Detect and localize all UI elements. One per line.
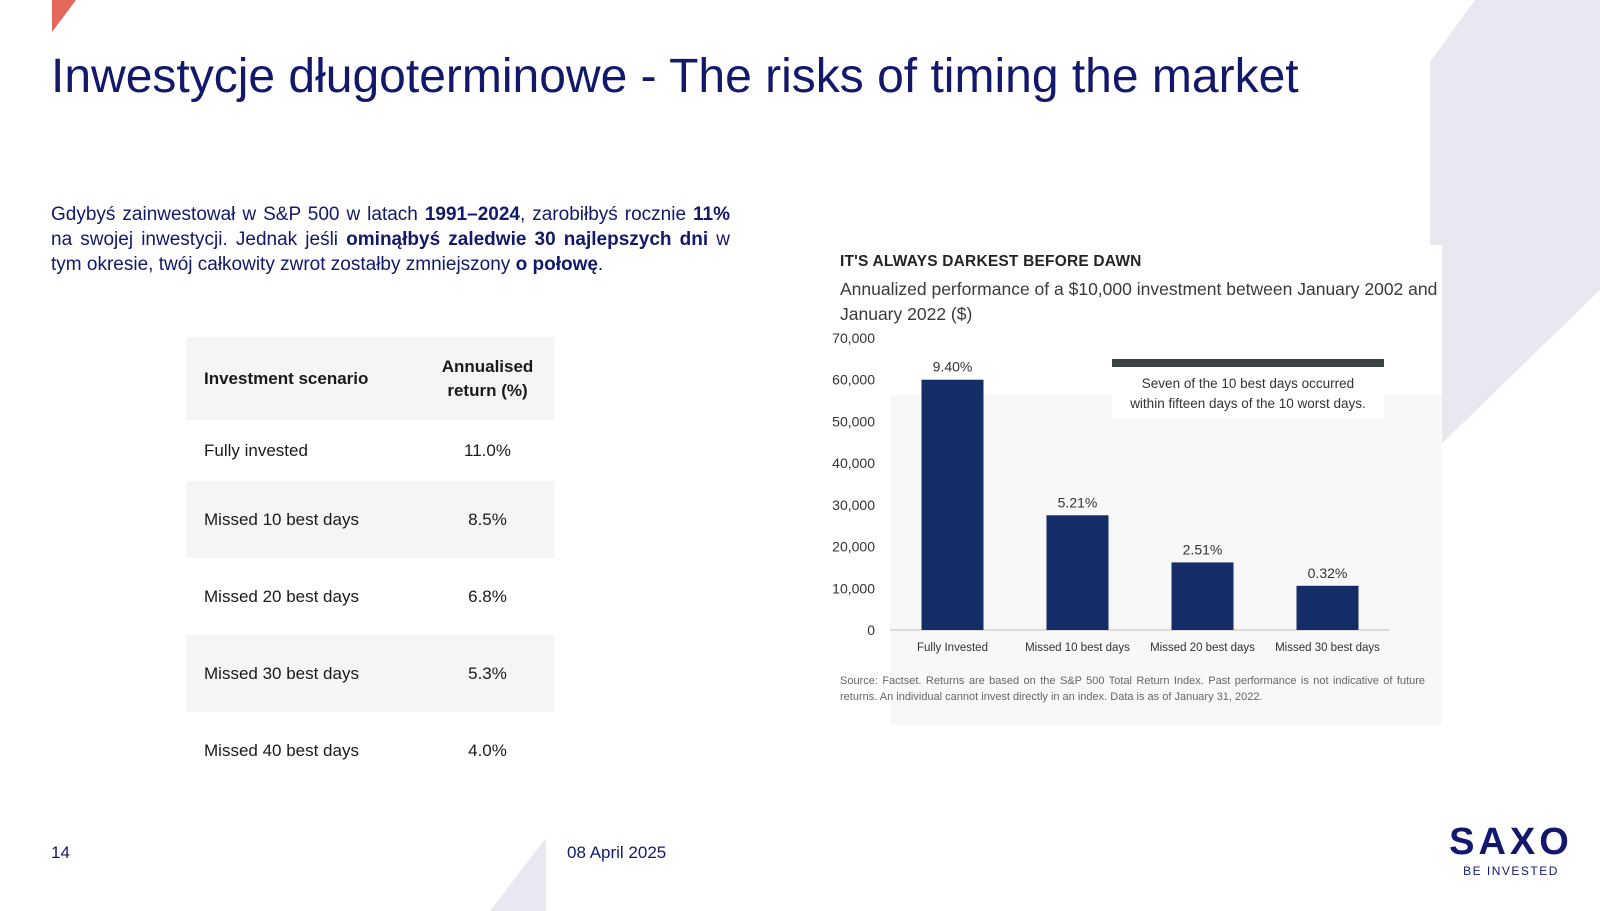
annotation-text: within fifteen days of the 10 worst days… (1129, 396, 1366, 411)
page-number: 14 (51, 843, 70, 862)
table-cell-scenario: Missed 30 best days (186, 635, 421, 712)
data-label: 0.32% (1308, 565, 1348, 581)
decorative-band-bottom (490, 838, 546, 911)
intro-highlight: 1991–2024 (424, 204, 520, 225)
annotation-bar (1112, 359, 1384, 367)
bar (921, 379, 984, 630)
intro-text: , zarobiłbyś rocznie (519, 204, 694, 225)
corner-accent-shape (52, 0, 76, 32)
intro-text: Gdybyś zainwestował w S&P 500 w latach (51, 204, 425, 225)
chart-title: Annualized performance of a $10,000 inve… (840, 279, 1438, 324)
y-tick-label: 20,000 (832, 539, 875, 555)
x-tick-label: Missed 20 best days (1150, 642, 1255, 654)
intro-text: . (597, 254, 604, 275)
table-cell-scenario: Fully invested (204, 440, 308, 460)
annotation-text: Seven of the 10 best days occurred (1142, 376, 1354, 391)
x-tick-label: Missed 10 best days (1025, 642, 1130, 654)
chart-heading: IT'S ALWAYS DARKEST BEFORE DAWN (840, 253, 1142, 270)
bar (1046, 515, 1109, 630)
x-tick-label: Fully Invested (917, 642, 988, 654)
table-row: Fully invested 11.0% (186, 420, 554, 481)
bar (1296, 585, 1359, 630)
data-label: 9.40% (933, 359, 973, 375)
y-tick-label: 0 (867, 622, 875, 638)
page-title: Inwestycje długoterminowe - The risks of… (51, 50, 1299, 103)
bar-chart: 0 10,000 20,000 30,000 40,000 50,000 60,000 70,… (832, 330, 1390, 654)
saxo-logo: SAXO BE INVESTED (1446, 822, 1576, 878)
scenario-table: Investment scenario Annualised return (%… (186, 337, 554, 789)
intro-highlight: 11% (693, 204, 730, 225)
decorative-band-right (1430, 0, 1600, 455)
intro-text: w tym okresie, twój całkowity zwrot zost… (51, 229, 731, 275)
table-cell-return: 8.5% (421, 481, 554, 558)
chart-panel: IT'S ALWAYS DARKEST BEFORE DAWN Annualiz… (830, 245, 1442, 725)
y-tick-label: 30,000 (832, 497, 875, 513)
table-row: Missed 20 best days 6.8% (186, 558, 554, 635)
table-header-row: Investment scenario Annualised return (%… (186, 337, 554, 420)
table-cell-scenario: Missed 10 best days (186, 481, 421, 558)
data-label: 5.21% (1058, 494, 1098, 510)
bar (1171, 562, 1234, 630)
intro-highlight: ominąłbyś zaledwie 30 najlepszych dni (346, 229, 709, 250)
table-header-return: Annualised return (%) (421, 337, 554, 420)
table-cell-return: 4.0% (468, 740, 507, 760)
table-row: Missed 40 best days 4.0% (186, 712, 554, 789)
table-row: Missed 10 best days 8.5% (186, 481, 554, 558)
y-tick-label: 60,000 (832, 372, 875, 388)
table-cell-scenario: Missed 40 best days (204, 740, 359, 760)
y-tick-label: 10,000 (832, 580, 875, 596)
y-tick-label: 70,000 (832, 330, 875, 346)
table-header-scenario: Investment scenario (186, 337, 421, 420)
table-cell-scenario: Missed 20 best days (204, 586, 359, 606)
y-tick-label: 50,000 (832, 413, 875, 429)
intro-text: na swojej inwestycji. Jednak jeśli (51, 229, 347, 250)
logo-tagline: BE INVESTED (1463, 864, 1559, 878)
table-cell-return: 11.0% (464, 440, 511, 460)
logo-wordmark: SAXO (1449, 821, 1573, 863)
table-cell-return: 5.3% (421, 635, 554, 712)
y-tick-label: 40,000 (832, 455, 875, 471)
data-label: 2.51% (1183, 541, 1223, 557)
intro-highlight: o połowę (515, 254, 598, 275)
table-cell-return: 6.8% (468, 586, 507, 606)
chart-source-note: Source: Factset. Returns are based on th… (840, 675, 1425, 703)
annotation-box (1112, 370, 1384, 418)
intro-paragraph: Gdybyś zainwestował w S&P 500 w latach 1… (51, 202, 730, 277)
table-row: Missed 30 best days 5.3% (186, 635, 554, 712)
page-date: 08 April 2025 (567, 843, 667, 862)
x-tick-label: Missed 30 best days (1275, 642, 1380, 654)
